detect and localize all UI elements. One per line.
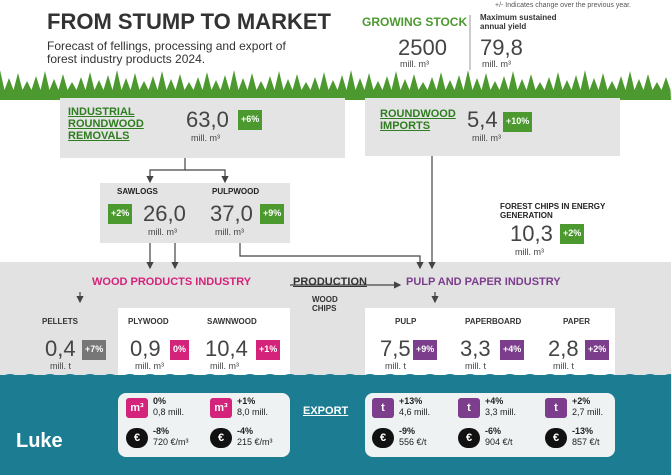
wood-chips-label: WOOD CHIPS xyxy=(312,295,338,313)
removals-label: INDUSTRIAL ROUNDWOOD REMOVALS xyxy=(68,106,144,143)
yield-unit: mill. m³ xyxy=(482,59,511,69)
price-change: -6% xyxy=(485,426,502,436)
product-label: SAWNWOOD xyxy=(207,317,257,326)
price-icon: € xyxy=(372,428,394,448)
volume-change: +13% xyxy=(399,396,423,406)
sawlogs-unit: mill. m³ xyxy=(148,227,177,237)
removals-box xyxy=(60,98,345,158)
growing-stock-value: 2500 xyxy=(398,35,447,60)
volume-change: +2% xyxy=(572,396,591,406)
volume-icon: m³ xyxy=(210,398,232,418)
wave xyxy=(0,374,671,380)
imports-box xyxy=(365,98,620,156)
price: 857 €/t xyxy=(572,437,600,447)
product-change: 0% xyxy=(170,340,190,360)
price-icon: € xyxy=(458,428,480,448)
product-value: 2,8 xyxy=(548,336,579,361)
product-change: +7% xyxy=(82,340,107,360)
price: 904 €/t xyxy=(485,437,513,447)
pulpwood-value: 37,0 xyxy=(210,201,253,226)
product-value: 3,3 xyxy=(460,336,491,361)
removals-unit: mill. m³ xyxy=(191,133,220,143)
volume: 2,7 mill. xyxy=(572,407,604,417)
forest_chips-change: +2% xyxy=(560,224,585,244)
volume: 4,6 mill. xyxy=(399,407,431,417)
volume: 3,3 mill. xyxy=(485,407,517,417)
volume-change: +4% xyxy=(485,396,504,406)
price: 556 €/t xyxy=(399,437,427,447)
volume-icon: m³ xyxy=(126,398,148,418)
price-icon: € xyxy=(545,428,567,448)
volume-icon: t xyxy=(458,398,480,418)
removals-value: 63,0 xyxy=(186,107,229,132)
sawlogs-change: +2% xyxy=(108,204,133,224)
volume-icon: t xyxy=(545,398,567,418)
forest_chips-value: 10,3 xyxy=(510,221,553,246)
title: FROM STUMP TO MARKET xyxy=(47,9,331,34)
price-icon: € xyxy=(210,428,232,448)
product-label: PAPERBOARD xyxy=(465,317,522,326)
volume-icon: t xyxy=(372,398,394,418)
product-unit: mill. t xyxy=(385,361,406,371)
volume-change: 0% xyxy=(153,396,167,406)
price-change: -4% xyxy=(237,426,254,436)
product-label: PLYWOOD xyxy=(128,317,169,326)
growing-stock-unit: mill. m³ xyxy=(400,59,429,69)
pulp-paper-title: PULP AND PAPER INDUSTRY xyxy=(406,276,561,288)
volume-change: +1% xyxy=(237,396,256,406)
yield-label: Maximum sustained annual yield xyxy=(480,13,557,31)
forest xyxy=(0,70,671,100)
product-label: PELLETS xyxy=(42,317,79,326)
wood-products-title: WOOD PRODUCTS INDUSTRY xyxy=(92,276,252,288)
imports-change: +10% xyxy=(503,112,533,132)
pulpwood-label: PULPWOOD xyxy=(212,187,260,196)
imports-value: 5,4 xyxy=(467,107,498,132)
forest_chips-unit: mill. m³ xyxy=(515,247,544,257)
pulpwood-unit: mill. m³ xyxy=(215,227,244,237)
yield-value: 79,8 xyxy=(480,35,523,60)
product-unit: mill. t xyxy=(465,361,486,371)
pulp-paper-box xyxy=(365,308,615,375)
product-unit: mill. t xyxy=(553,361,574,371)
product-value: 0,4 xyxy=(45,336,76,361)
volume: 0,8 mill. xyxy=(153,407,185,417)
pulpwood-change: +9% xyxy=(260,204,285,224)
product-label: PULP xyxy=(395,317,417,326)
logo: Luke xyxy=(16,430,63,452)
product-unit: mill. t xyxy=(50,361,71,371)
removals-change: +6% xyxy=(238,110,263,130)
export-label: EXPORT xyxy=(303,405,349,417)
price-change: -8% xyxy=(153,426,170,436)
product-unit: mill. m³ xyxy=(135,361,164,371)
imports-unit: mill. m³ xyxy=(472,133,501,143)
product-value: 7,5 xyxy=(380,336,411,361)
production-title: PRODUCTION xyxy=(293,276,367,288)
product-label: PAPER xyxy=(563,317,590,326)
product-change: +9% xyxy=(413,340,438,360)
price-change: -13% xyxy=(572,426,594,436)
flow-arrows xyxy=(76,156,439,304)
product-unit: mill. m³ xyxy=(210,361,239,371)
imports-label: ROUNDWOOD IMPORTS xyxy=(380,108,456,133)
growing-stock-label: GROWING STOCK xyxy=(362,15,468,29)
note: +/- Indicates change over the previous y… xyxy=(495,2,631,9)
forest_chips-label: FOREST CHIPS IN ENERGY GENERATION xyxy=(500,202,606,220)
price-icon: € xyxy=(126,428,148,448)
product-change: +4% xyxy=(500,340,525,360)
product-value: 0,9 xyxy=(130,336,161,361)
volume: 8,0 mill. xyxy=(237,407,269,417)
sawlogs-label: SAWLOGS xyxy=(117,187,158,196)
subtitle: Forecast of fellings, processing and exp… xyxy=(47,39,286,67)
sawlogs-value: 26,0 xyxy=(143,201,186,226)
price: 215 €/m³ xyxy=(237,437,273,447)
export-wood-box xyxy=(118,393,290,457)
product-change: +2% xyxy=(585,340,610,360)
price: 720 €/m³ xyxy=(153,437,189,447)
product-change: +1% xyxy=(256,340,281,360)
price-change: -9% xyxy=(399,426,416,436)
product-value: 10,4 xyxy=(205,336,248,361)
